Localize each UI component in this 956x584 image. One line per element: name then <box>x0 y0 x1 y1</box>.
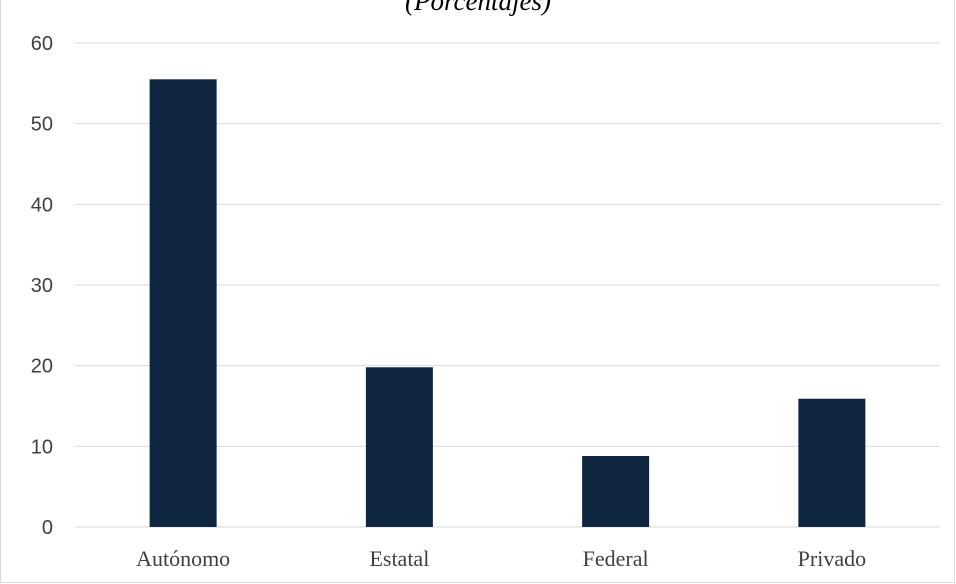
x-tick-label: Privado <box>798 546 866 571</box>
y-tick-label: 40 <box>31 194 53 216</box>
x-tick-label: Federal <box>583 546 649 571</box>
gridlines <box>75 42 940 528</box>
x-tick-label: Autónomo <box>136 546 230 571</box>
bars <box>149 79 866 528</box>
y-tick-label: 50 <box>31 114 53 136</box>
bar-estatal <box>365 367 433 527</box>
bar-federal <box>582 456 650 527</box>
chart-title: (Porcentajes) <box>405 0 551 16</box>
y-tick-label: 30 <box>31 275 53 297</box>
bar-privado <box>798 398 866 527</box>
y-axis-ticks: 0 10 20 30 40 50 60 <box>31 33 53 539</box>
x-axis-ticks: Autónomo Estatal Federal Privado <box>136 546 866 571</box>
bar-autónomo <box>149 79 217 528</box>
y-tick-label: 10 <box>31 436 53 458</box>
y-tick-label: 20 <box>31 356 53 378</box>
y-tick-label: 0 <box>42 517 53 539</box>
y-tick-label: 60 <box>31 33 53 55</box>
x-tick-label: Estatal <box>369 546 429 571</box>
